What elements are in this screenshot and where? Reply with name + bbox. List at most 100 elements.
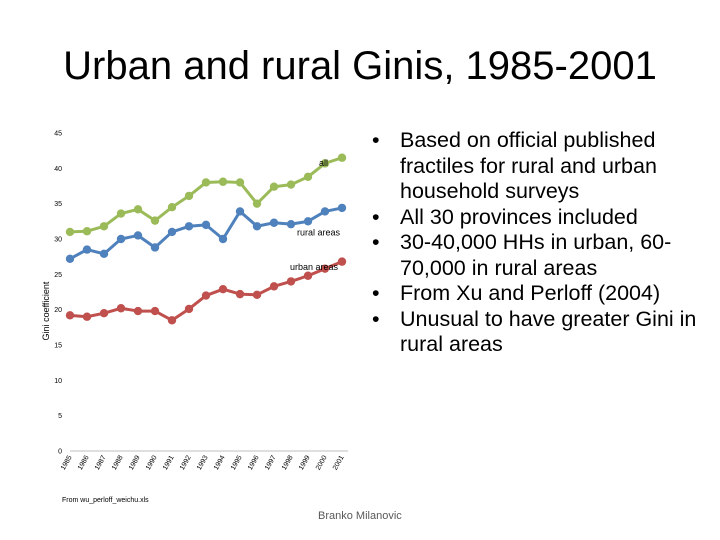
data-point [201,220,211,230]
y-axis-ticks: 0 5 10 15 20 25 30 35 40 45 [54,131,62,456]
bullet-text: Based on official published fractiles fo… [400,128,657,203]
y-tick-label: 35 [54,201,62,208]
y-tick-label: 25 [54,272,62,279]
x-tick-label: 2000 [315,454,329,471]
x-tick-label: 1986 [77,454,91,471]
data-point [184,222,194,231]
data-point [133,231,143,240]
y-axis-title: Gini coefficient [41,281,51,340]
data-point [167,316,177,325]
bullet-dot-icon: • [372,281,380,305]
data-point [167,227,177,237]
data-point [286,277,296,286]
data-point [150,243,160,252]
data-point [337,257,347,266]
x-tick-label: 1995 [230,454,244,471]
bullet-list: • Based on official published fractiles f… [372,128,712,358]
x-tick-label: 1996 [247,454,261,471]
bullet-text: Unusual to have greater Gini in rural ar… [400,306,697,357]
bullet-text: 30-40,000 HHs in urban, 60-70,000 in rur… [400,230,672,280]
data-point [286,180,296,189]
series-label: all [319,158,328,168]
bullet-item: • All 30 provinces included [372,205,712,231]
source-note: From wu_perloff_weichu.xls [62,497,149,504]
y-tick-label: 45 [54,131,62,138]
series-label: rural areas [297,227,341,237]
data-point [116,234,126,244]
x-tick-label: 1989 [128,454,142,471]
data-point [133,306,143,316]
data-point [82,245,92,254]
data-point [82,312,92,321]
y-tick-label: 40 [54,166,62,173]
data-point [269,282,279,291]
data-point [252,222,262,231]
data-point [82,227,92,236]
data-point [218,284,228,294]
data-point [116,209,126,218]
data-point [337,153,347,162]
bullet-item: • Based on official published fractiles f… [372,128,712,205]
chart-series [65,153,347,325]
data-point [218,177,228,186]
bullet-item: • From Xu and Perloff (2004) [372,281,712,307]
data-point [303,217,313,226]
data-point [184,191,194,201]
data-point [201,178,211,187]
bullet-dot-icon: • [372,204,380,229]
x-tick-label: 1992 [179,454,193,471]
data-point [303,271,313,280]
x-tick-label: 1998 [281,454,295,471]
data-point [184,304,194,314]
y-tick-label: 30 [54,237,62,244]
data-point [235,289,245,299]
data-point [150,306,160,316]
bullet-dot-icon: • [372,306,380,331]
data-point [99,222,109,231]
bullet-text: All 30 provinces included [400,204,638,229]
data-point [65,311,75,320]
bullet-dot-icon: • [372,128,380,152]
x-tick-label: 1994 [213,454,227,471]
data-point [235,178,245,187]
bullet-item: • Unusual to have greater Gini in rural a… [372,307,712,358]
data-point [303,172,313,182]
x-axis-ticks: 1985 1986 1987 1988 1989 1990 1991 1992 1993 1994… [60,454,346,471]
data-point [320,264,330,273]
x-tick-label: 2001 [332,454,346,471]
data-point [150,216,160,225]
data-point [167,203,177,212]
data-point [286,219,296,229]
series-labels: all rural areas urban areas [290,158,341,272]
data-point [99,249,109,259]
data-point [218,234,228,244]
data-point [235,207,245,216]
data-point [133,205,143,214]
x-tick-label: 1985 [60,454,74,471]
data-point [252,199,262,208]
data-point [201,291,211,300]
x-tick-label: 1999 [298,454,312,471]
data-point [116,304,126,313]
x-tick-label: 1990 [145,454,159,471]
x-tick-label: 1987 [94,454,108,471]
data-point [252,290,262,300]
bullet-dot-icon: • [372,230,380,254]
y-tick-label: 10 [54,378,62,385]
series-label: urban areas [290,262,339,272]
data-point [337,203,347,213]
y-tick-label: 20 [54,307,62,314]
x-tick-label: 1993 [196,454,210,471]
data-point [269,218,279,227]
data-point [320,207,330,216]
x-tick-label: 1991 [162,454,176,471]
y-tick-label: 0 [58,449,62,456]
bullet-text: From Xu and Perloff (2004) [400,281,661,305]
data-point [269,182,279,191]
y-tick-label: 5 [58,413,62,420]
x-tick-label: 1988 [111,454,125,471]
bullet-item: • 30-40,000 HHs in urban, 60-70,000 in ru… [372,230,712,281]
x-tick-label: 1997 [264,454,278,471]
data-point [99,309,109,318]
